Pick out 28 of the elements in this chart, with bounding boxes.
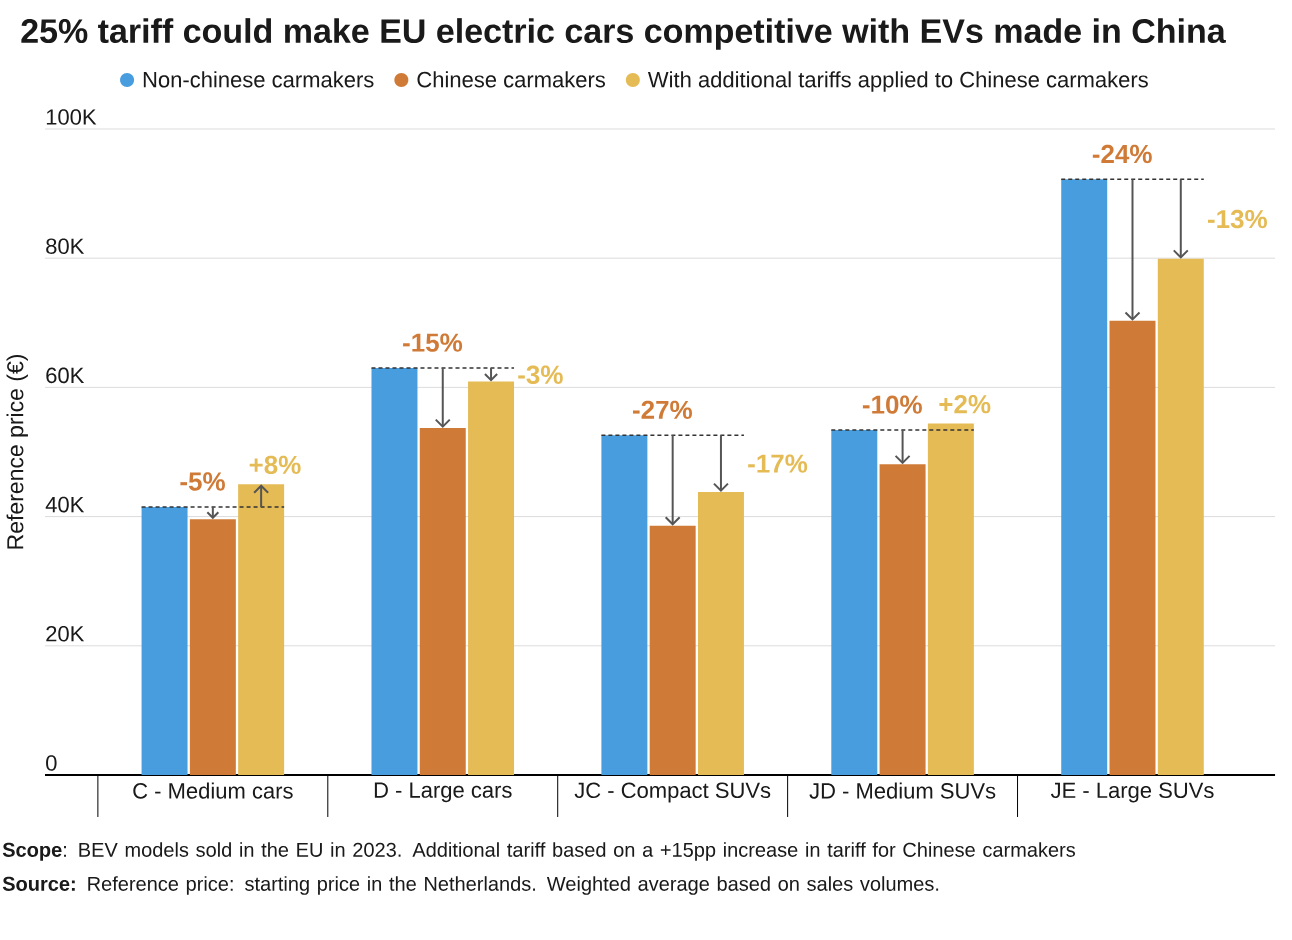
y-tick-label: 60K <box>46 367 85 384</box>
x-tick-label: JE - Large SUVs <box>1050 782 1214 803</box>
annotation: +8% <box>249 455 301 475</box>
x-tick-label: JC - Compact SUVs <box>574 782 771 803</box>
y-tick-label: 0 <box>46 755 57 771</box>
annotation: -15% <box>403 333 463 352</box>
legend-label: With additional tariffs applied to Chinese carmakers <box>647 71 1148 92</box>
y-axis-title: Reference price (€) <box>6 355 28 549</box>
annotation: -5% <box>180 472 225 491</box>
x-tick-label: D - Large cars <box>374 782 512 803</box>
y-tick-label: 80K <box>46 238 85 254</box>
x-tick-label: JD - Medium SUVs <box>809 782 996 799</box>
chart-title: 25% tariff could make EU electric cars competitive with EVs made in China <box>21 18 1226 50</box>
annotation: -27% <box>632 400 692 419</box>
text: Scope: BEV models sold in the EU in 2023. Additional tariff based on a +15pp increase in tariff for Chinese carmakers <box>2 842 1076 861</box>
annotation: -24% <box>1092 144 1152 164</box>
annotation: -3% <box>518 365 563 385</box>
y-tick-label: 20K <box>46 626 85 642</box>
annotation: -17% <box>748 454 808 473</box>
legend-label: Chinese carmakers <box>417 71 606 88</box>
x-tick-label: C - Medium cars <box>133 782 293 799</box>
text: Source: Reference price: starting price in the Netherlands. Weighted average based on sales volumes. <box>2 876 939 895</box>
legend-label: Non-chinese carmakers <box>143 71 374 88</box>
y-tick-label: 100K <box>46 109 97 125</box>
annotation: -10% <box>862 395 922 414</box>
annotation: -13% <box>1207 209 1267 229</box>
annotation: +2% <box>939 395 991 414</box>
y-tick-label: 40K <box>45 496 85 513</box>
